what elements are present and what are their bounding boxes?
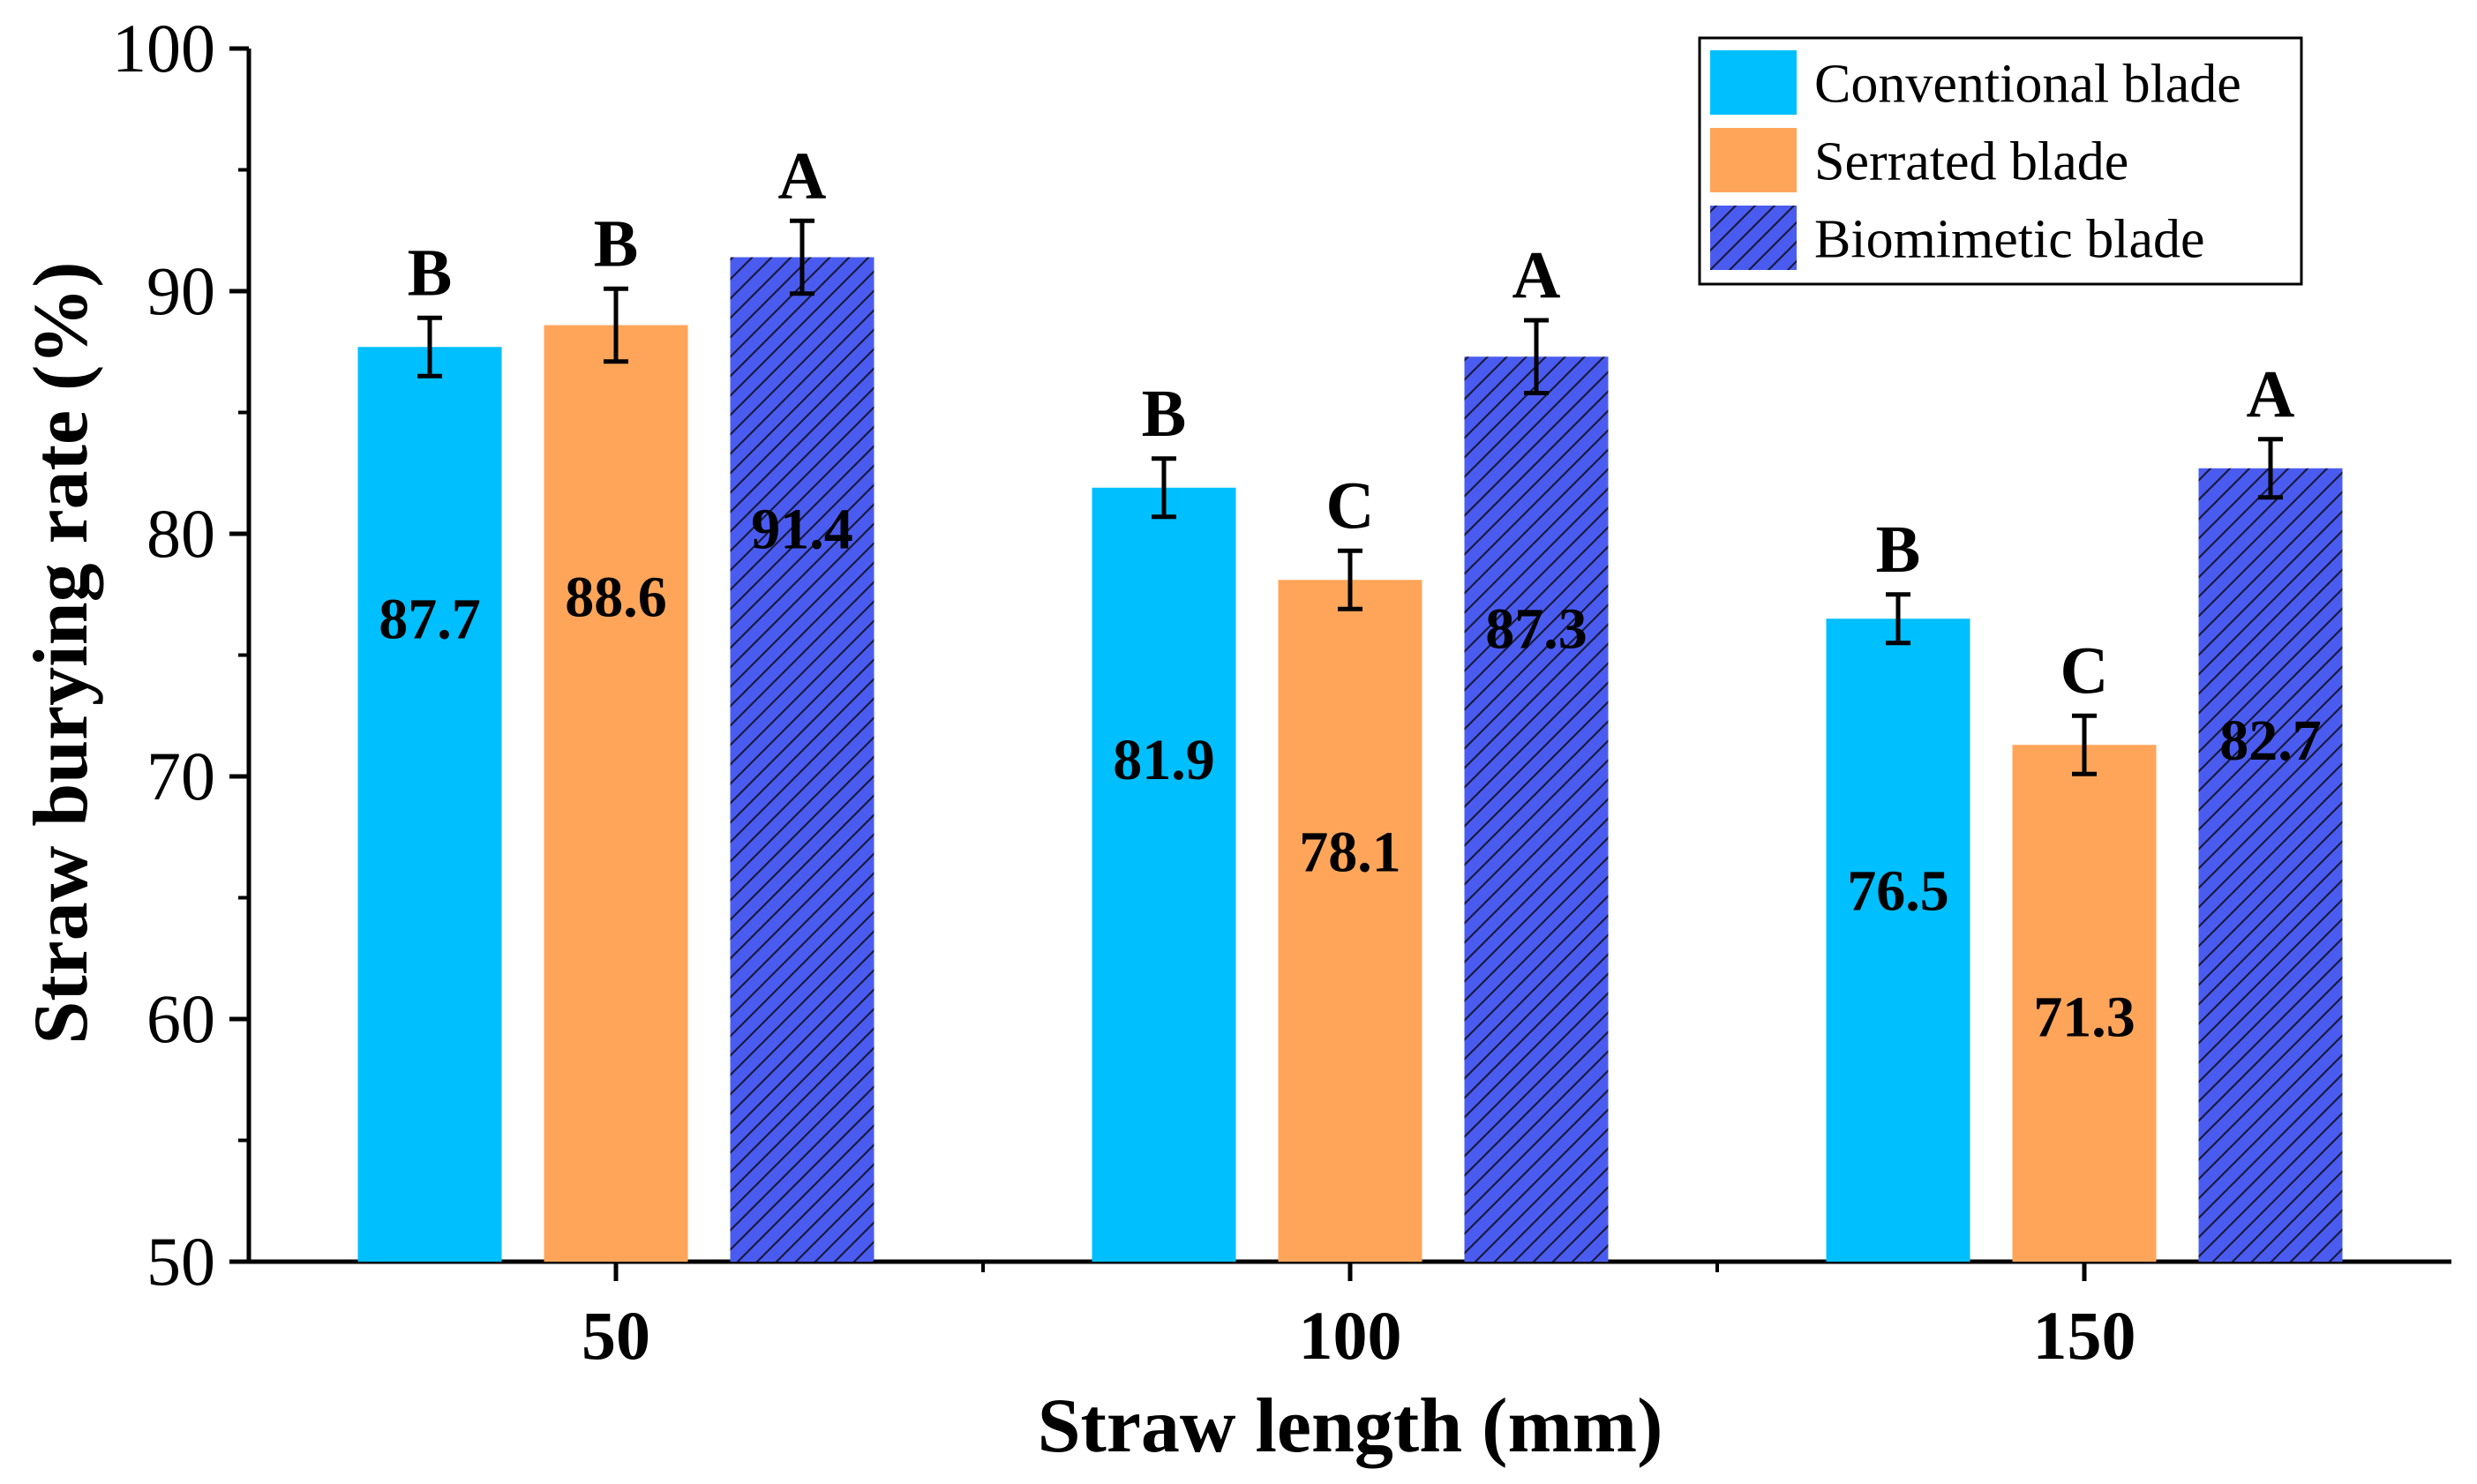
bar (1092, 487, 1236, 1262)
data-label: 81.9 (1113, 728, 1215, 792)
value-labels: 87.7 81.9 76.5 88.6 78.1 71.3 91.4 87.3 82.7 (379, 498, 2322, 1050)
y-tick-label: 90 (146, 252, 215, 329)
bar (2012, 745, 2157, 1262)
bar (730, 257, 874, 1262)
bars (357, 257, 2343, 1262)
significance-letter: B (1142, 377, 1187, 451)
data-label: 76.5 (1847, 858, 1949, 923)
data-label: 91.4 (751, 498, 853, 562)
data-label: 88.6 (565, 566, 667, 630)
y-tick-label: 50 (146, 1223, 215, 1300)
y-tick-label: 70 (146, 738, 215, 814)
data-label: 78.1 (1299, 820, 1401, 884)
bar (544, 325, 688, 1262)
legend-swatch (1710, 206, 1797, 270)
y-ticks: 50 60 70 80 90 100 (112, 10, 249, 1300)
y-tick-label: 80 (146, 495, 215, 572)
bar (1826, 618, 1970, 1262)
data-label: 71.3 (2033, 985, 2135, 1049)
x-axis-title: Straw length (mm) (1038, 1383, 1663, 1469)
legend: Conventional blade Serrated blade Biomimet… (1698, 36, 2303, 286)
significance-letter: B (594, 206, 639, 281)
significance-labels: B B B B C C A A A (408, 139, 2295, 708)
significance-letter: A (2247, 357, 2295, 431)
significance-letter: B (1876, 513, 1921, 587)
y-axis-title: Straw burying rate (%) (19, 261, 104, 1044)
significance-letter: C (1326, 468, 1375, 543)
legend-label: Conventional blade (1814, 55, 2241, 115)
data-label: 87.7 (379, 587, 481, 651)
significance-letter: A (778, 139, 827, 213)
x-tick-label: 50 (582, 1297, 650, 1374)
x-tick-label: 100 (1299, 1297, 1402, 1374)
legend-frame (1698, 36, 2303, 286)
legend-swatch (1710, 128, 1797, 192)
bar (2198, 468, 2343, 1262)
data-label: 87.3 (1485, 596, 1588, 661)
data-label: 82.7 (2219, 708, 2322, 773)
x-tick-label: 150 (2033, 1297, 2136, 1374)
significance-letter: B (408, 236, 453, 310)
legend-label: Biomimetic blade (1814, 210, 2205, 270)
legend-swatch (1710, 50, 1797, 115)
legend-label: Serrated blade (1814, 132, 2128, 192)
y-tick-label: 100 (112, 10, 215, 86)
bar (357, 347, 502, 1262)
y-tick-label: 60 (146, 980, 215, 1057)
error-bars (417, 218, 2283, 776)
significance-letter: A (1512, 238, 1561, 312)
bar (1464, 356, 1609, 1262)
significance-letter: C (2060, 633, 2109, 708)
bar (1278, 580, 1422, 1262)
x-ticks: 50 100 150 (582, 1262, 2136, 1374)
